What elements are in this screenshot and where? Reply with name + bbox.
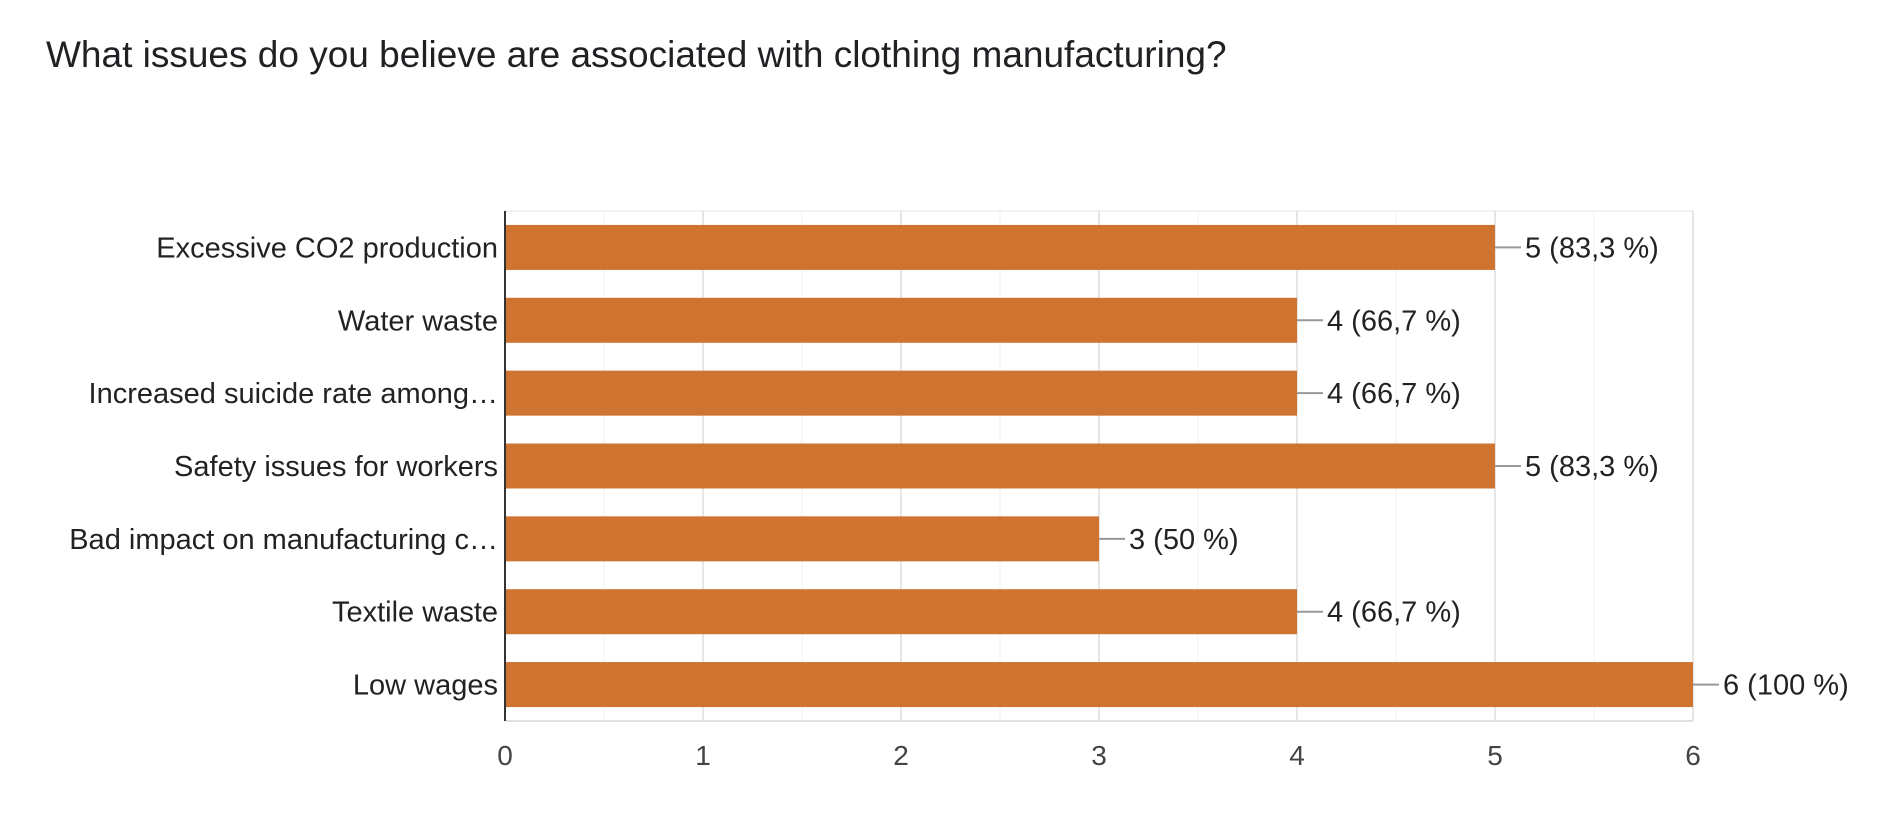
data-label: 5 (83,3 %) (1525, 451, 1659, 483)
bar (505, 589, 1297, 635)
x-tick-label: 5 (1487, 740, 1503, 771)
data-label: 6 (100 %) (1723, 670, 1849, 702)
data-label: 4 (66,7 %) (1327, 597, 1461, 629)
bar (505, 662, 1693, 708)
bars: 5 (83,3 %) 4 (66,7 %) 4 (66,7 %) 5 (83,3 %)… (505, 224, 1849, 708)
x-tick-label: 2 (893, 740, 909, 771)
bar (505, 297, 1297, 343)
data-label: 3 (50 %) (1129, 524, 1239, 556)
bar (505, 370, 1297, 416)
category-label: Water waste (338, 305, 498, 337)
bar (505, 224, 1495, 270)
data-label: 5 (83,3 %) (1525, 232, 1659, 264)
x-tick-label: 1 (695, 740, 711, 771)
category-label: Low wages (353, 670, 498, 702)
category-labels: Excessive CO2 production Water waste Incre… (69, 232, 498, 701)
bar (505, 516, 1099, 562)
chart-title: What issues do you believe are associate… (46, 34, 1227, 75)
x-tick-label: 3 (1091, 740, 1107, 771)
category-label: Excessive CO2 production (156, 232, 498, 264)
category-label: Textile waste (332, 597, 498, 629)
category-label: Bad impact on manufacturing c… (69, 524, 498, 556)
data-label: 4 (66,7 %) (1327, 305, 1461, 337)
x-tick-label: 0 (497, 740, 513, 771)
data-label: 4 (66,7 %) (1327, 378, 1461, 410)
category-label: Increased suicide rate among… (89, 378, 498, 410)
bar (505, 443, 1495, 489)
x-axis-ticks: 0 1 2 3 4 5 6 (497, 740, 1701, 771)
category-label: Safety issues for workers (174, 451, 498, 483)
x-tick-label: 4 (1289, 740, 1305, 771)
x-tick-label: 6 (1685, 740, 1701, 771)
